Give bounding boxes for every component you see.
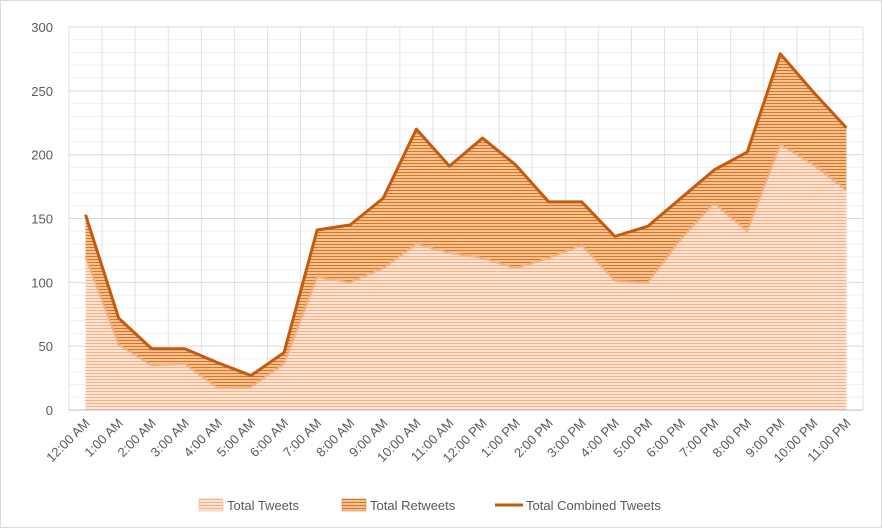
y-tick-label: 300 [31, 20, 53, 35]
lines [84, 52, 848, 390]
legend-item: Total Combined Tweets [495, 498, 661, 513]
y-tick-label: 150 [31, 212, 53, 227]
legend-item: Total Retweets [341, 498, 456, 513]
y-tick-label: 200 [31, 148, 53, 163]
legend-swatch [341, 498, 367, 512]
areas [85, 53, 847, 410]
legend-label: Total Combined Tweets [526, 498, 661, 513]
area-total-retweets [85, 53, 847, 389]
legend: Total Tweets Total Retweets Total Combined… [198, 498, 661, 513]
area-total-tweets [85, 144, 847, 410]
y-tick-label: 100 [31, 275, 53, 290]
y-tick-label: 250 [31, 84, 53, 99]
legend-label: Total Retweets [370, 498, 456, 513]
legend-swatch [198, 498, 224, 512]
x-tick-label: 12:00 AM [43, 416, 92, 465]
line-total-combined-tweets [84, 52, 848, 378]
legend-item: Total Tweets [198, 498, 300, 513]
y-tick-label: 0 [46, 403, 53, 418]
y-tick-label: 50 [39, 339, 53, 354]
legend-label: Total Tweets [227, 498, 300, 513]
tweets-boundary-line [84, 142, 848, 390]
